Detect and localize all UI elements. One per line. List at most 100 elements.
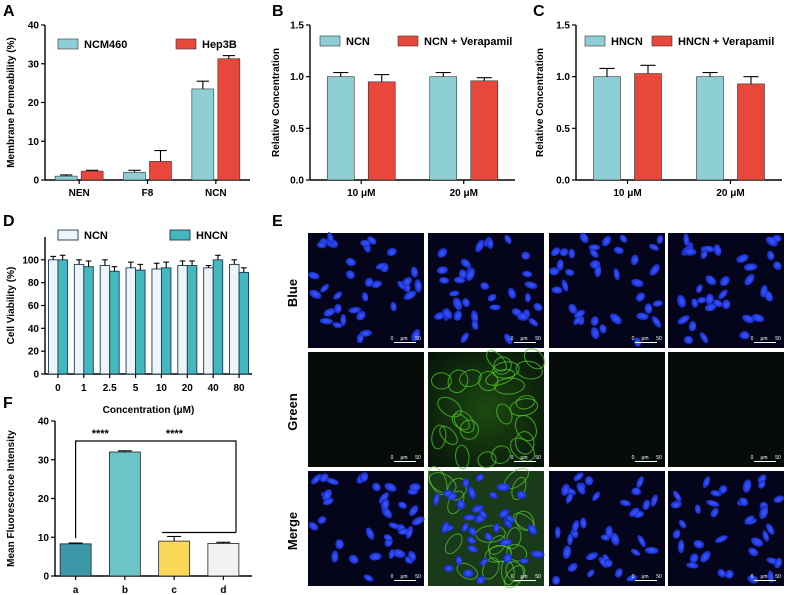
nucleus (552, 575, 561, 585)
micro-tile: 0 μm 50 (308, 471, 425, 586)
green-cell (447, 369, 469, 394)
nucleus (499, 538, 512, 546)
nucleus (433, 492, 440, 507)
nucleus (369, 552, 382, 561)
chart-b-xtick-label: 10 μM (347, 188, 375, 199)
scale-bar (514, 580, 536, 581)
nucleus (748, 547, 759, 557)
chart-d-bar (73, 263, 85, 375)
scale-label: 50 (535, 336, 541, 342)
nucleus (551, 286, 563, 294)
nucleus (650, 494, 658, 507)
nucleus (458, 269, 467, 280)
chart-d-xtick-label: 2.5 (103, 383, 117, 394)
nucleus (455, 555, 463, 566)
nucleus (456, 499, 465, 510)
green-cell (477, 451, 497, 469)
nucleus (441, 521, 450, 534)
nucleus (461, 522, 469, 533)
scale-label: 0 (751, 455, 754, 461)
nucleus (631, 487, 642, 496)
nucleus (672, 490, 682, 503)
chart-a-legend-swatch (57, 38, 79, 50)
chart-d-bar (151, 268, 162, 375)
nucleus (460, 258, 471, 269)
nucleus (471, 320, 479, 331)
nucleus (636, 312, 649, 321)
nucleus (567, 533, 573, 546)
green-cell (459, 419, 480, 440)
green-cell (491, 445, 511, 465)
chart-a-xtick-label: NCN (205, 188, 227, 199)
nucleus (378, 492, 389, 504)
chart-d-ytick-label: 40 (28, 324, 40, 335)
micro-tile: 0 μm 50 (428, 233, 544, 348)
chart-a-bar (217, 58, 241, 181)
nucleus (705, 293, 714, 305)
nucleus (521, 251, 531, 260)
scale-label: μm (641, 336, 648, 342)
chart-a-bar (191, 88, 215, 181)
chart-d-xtick-label: 5 (133, 383, 139, 394)
chart-d-ytick-label: 0 (33, 370, 39, 381)
nucleus (713, 244, 722, 256)
chart-f: 0 10 20 30 40 a b c d Mean Fluorescence Intensity… (6, 417, 252, 595)
nucleus (388, 549, 395, 559)
nucleus (524, 292, 531, 303)
green-cell (482, 557, 500, 580)
nucleus (564, 269, 575, 277)
nucleus (398, 501, 407, 509)
chart-a-xtick-label: NEN (69, 188, 90, 199)
chart-b-legend-swatch (397, 35, 419, 47)
nucleus (773, 261, 782, 271)
panel-label-e: E (272, 213, 283, 230)
chart-f-sig-label: **** (166, 428, 184, 440)
nucleus (309, 289, 322, 300)
chart-b-xtick-label: 20 μM (450, 188, 478, 199)
nucleus (325, 477, 339, 486)
chart-c-legend-swatch (584, 35, 606, 47)
chart-a-xtick-label: F8 (142, 188, 154, 199)
nucleus (605, 525, 613, 539)
nucleus (736, 254, 749, 263)
green-cell (451, 413, 470, 431)
nucleus (316, 241, 327, 249)
chart-a-ytick-label: 0 (33, 176, 39, 187)
nucleus (590, 327, 600, 340)
nucleus (683, 233, 690, 247)
nucleus (392, 549, 406, 559)
scale-label: μm (760, 336, 767, 342)
nucleus (648, 243, 659, 251)
nucleus (601, 235, 612, 247)
chart-d-ylabel: Cell Viability (%) (6, 267, 17, 345)
nucleus (571, 520, 580, 533)
nucleus (576, 482, 586, 495)
nucleus (676, 294, 686, 308)
chart-f-ytick-label: 40 (38, 417, 50, 428)
nucleus (363, 574, 374, 582)
nucleus (636, 476, 644, 488)
scale-label: 50 (535, 574, 541, 580)
scale-label: μm (760, 574, 767, 580)
chart-b-ytick-label: 1.5 (290, 21, 304, 32)
nucleus (649, 264, 660, 276)
nucleus (411, 329, 421, 342)
nucleus (644, 546, 659, 555)
scale-label: 50 (656, 574, 662, 580)
chart-d-ytick-label: 20 (28, 347, 40, 358)
chart-c-ytick-label: 0.5 (556, 124, 570, 135)
nucleus (401, 276, 413, 287)
chart-c-xtick-label: 10 μM (613, 188, 641, 199)
chart-a-legend-swatch (175, 38, 197, 50)
micro-tile: 0 μm 50 (668, 233, 784, 348)
nucleus (439, 277, 450, 284)
chart-d-xtick-label: 10 (156, 383, 168, 394)
scale-label: 0 (511, 455, 514, 461)
nucleus (548, 267, 560, 276)
chart-a-legend-label: Hep3B (202, 39, 237, 51)
chart-d-legend-swatch (169, 229, 191, 241)
scale-bar (635, 580, 657, 581)
chart-a-ytick-label: 20 (28, 98, 40, 109)
nucleus (334, 303, 342, 314)
nucleus (519, 557, 529, 564)
